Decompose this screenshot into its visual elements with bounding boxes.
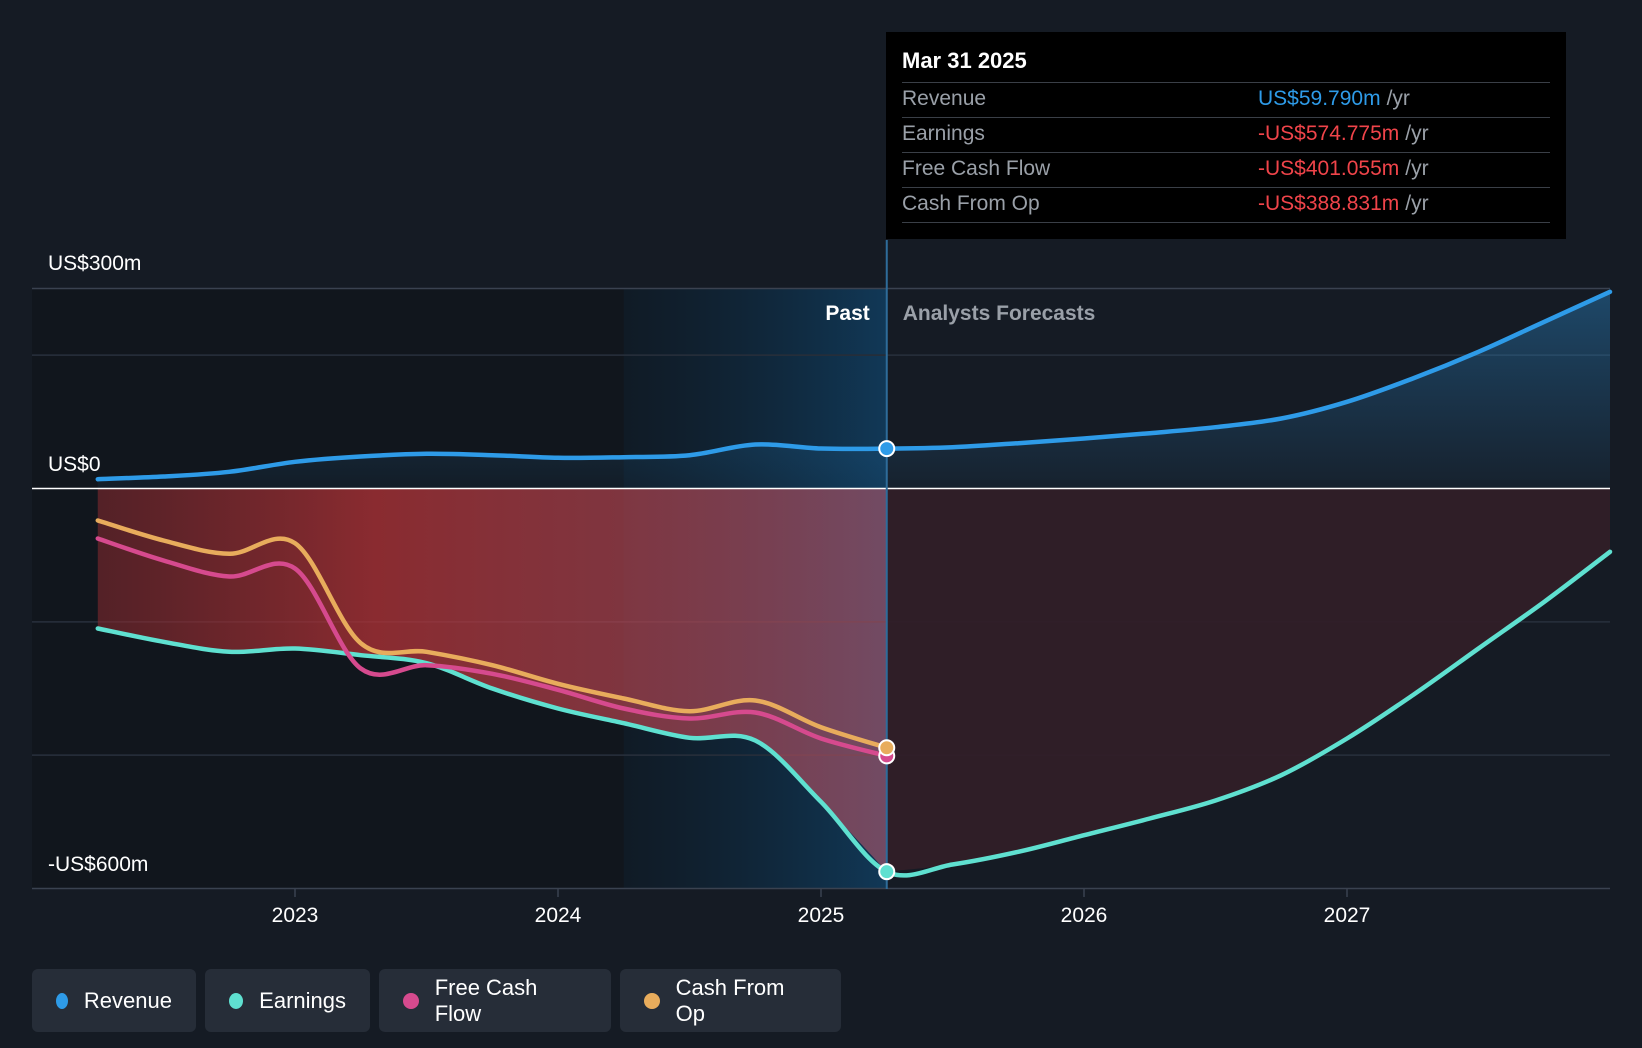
revenue-area <box>97 291 1610 489</box>
tooltip-unit: /yr <box>1405 122 1429 145</box>
forecast-negative-area <box>886 488 1610 872</box>
legend-item-earnings[interactable]: Earnings <box>205 969 370 1032</box>
legend-dot-icon <box>229 992 244 1009</box>
legend-item-revenue[interactable]: Revenue <box>32 969 196 1032</box>
legend-item-free-cash-flow[interactable]: Free Cash Flow <box>379 969 611 1032</box>
tooltip-label: Revenue <box>902 87 987 110</box>
tooltip-value: -US$401.055m <box>1258 157 1400 180</box>
earnings-marker[interactable] <box>878 863 896 881</box>
legend-label: Earnings <box>259 987 346 1013</box>
legend-item-cash-from-op[interactable]: Cash From Op <box>620 969 841 1032</box>
tooltip: Mar 31 2025 Revenue US$59.790m /yr Earni… <box>886 32 1566 239</box>
tooltip-value: US$59.790m <box>1258 87 1381 110</box>
legend-label: Free Cash Flow <box>434 974 538 1026</box>
tooltip-value: -US$574.775m <box>1258 122 1400 145</box>
y-tick-label-top: US$300m <box>48 252 142 275</box>
x-tick-label: 2025 <box>798 904 845 927</box>
legend-dot-icon <box>403 992 419 1009</box>
earnings-line <box>95 549 1613 878</box>
tooltip-label: Free Cash Flow <box>902 157 1051 180</box>
cash-from-op-marker[interactable] <box>878 739 896 757</box>
y-tick-label-bottom: -US$600m <box>48 853 149 876</box>
tooltip-date: Mar 31 2025 <box>902 46 1550 83</box>
tooltip-row-earnings: Earnings -US$574.775m /yr <box>902 118 1550 153</box>
tooltip-row-cash-from-op: Cash From Op -US$388.831m /yr <box>902 188 1550 223</box>
tooltip-label: Earnings <box>902 122 985 145</box>
x-tick-label: 2024 <box>535 904 582 927</box>
x-tick-label: 2023 <box>272 904 319 927</box>
cash-from-op-line <box>95 518 890 750</box>
revenue-marker[interactable] <box>878 440 896 458</box>
legend-label: Revenue <box>83 987 172 1013</box>
free-cash-flow-line <box>95 536 890 759</box>
past-negative-area <box>97 488 887 872</box>
past-label: Past <box>825 302 869 325</box>
tooltip-value: -US$388.831m <box>1258 192 1400 215</box>
forecast-label: Analysts Forecasts <box>903 302 1096 325</box>
x-axis-ticks: 2023 2024 2025 2026 2027 <box>272 889 1371 927</box>
legend-dot-icon <box>644 992 660 1009</box>
tooltip-label: Cash From Op <box>902 192 1040 215</box>
tooltip-unit: /yr <box>1386 87 1410 110</box>
legend-dot-icon <box>56 992 68 1009</box>
tooltip-row-free-cash-flow: Free Cash Flow -US$401.055m /yr <box>902 153 1550 188</box>
tooltip-row-revenue: Revenue US$59.790m /yr <box>902 83 1550 118</box>
series-lines <box>95 289 1613 878</box>
legend-label: Cash From Op <box>675 974 785 1026</box>
x-tick-label: 2027 <box>1324 904 1371 927</box>
tooltip-unit: /yr <box>1405 192 1429 215</box>
y-tick-label-zero: US$0 <box>48 453 101 476</box>
x-tick-label: 2026 <box>1061 904 1108 927</box>
tooltip-unit: /yr <box>1405 157 1429 180</box>
legend: Revenue Earnings Free Cash Flow Cash Fro… <box>32 969 841 1032</box>
tooltip-markers <box>878 440 896 881</box>
revenue-line <box>95 289 1613 482</box>
